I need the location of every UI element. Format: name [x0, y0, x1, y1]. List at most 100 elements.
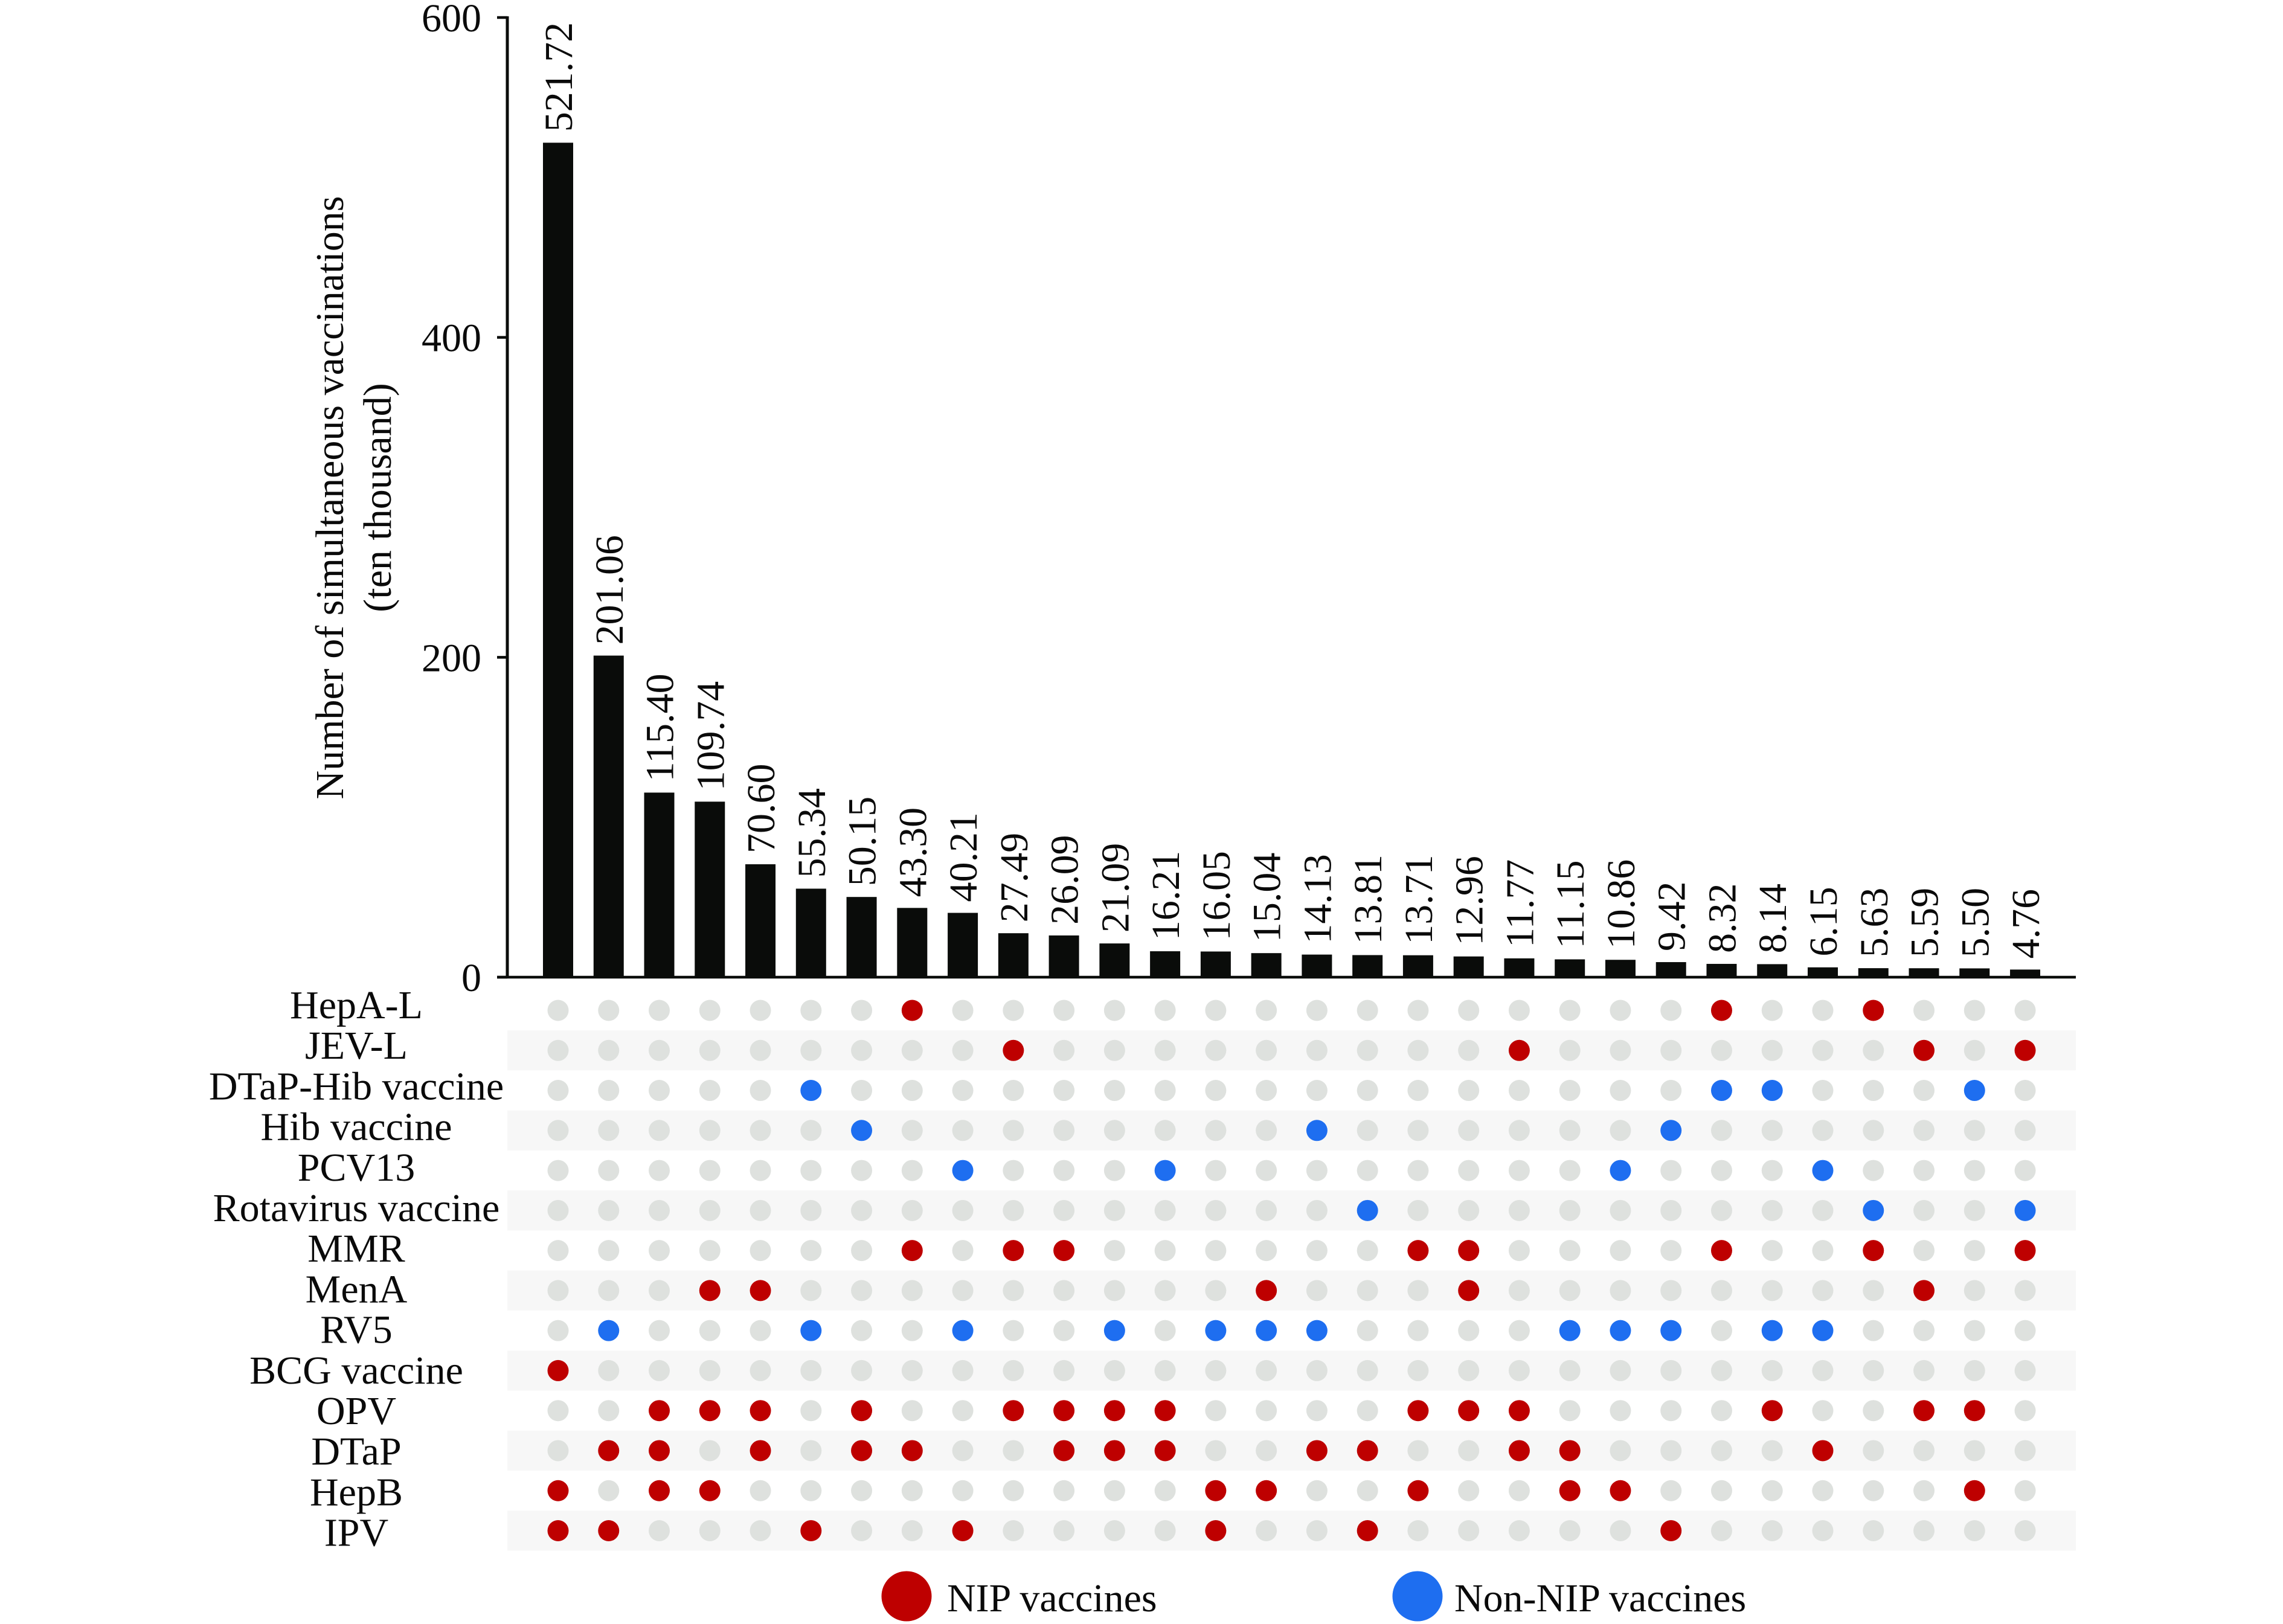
matrix-dot-empty [1458, 1320, 1480, 1341]
matrix-dot-filled [1863, 1199, 1884, 1221]
matrix-dot-filled [1205, 1520, 1227, 1542]
matrix-dot-empty [1407, 1320, 1429, 1341]
bar-value-label: 115.40 [638, 673, 682, 782]
matrix-column [1913, 1000, 1935, 1542]
matrix-column [1761, 1000, 1783, 1542]
matrix-dot-empty [1154, 1280, 1176, 1301]
matrix-dot-empty [2014, 1400, 2036, 1422]
matrix-dot-filled [1053, 1440, 1075, 1462]
intersection-bar [1200, 951, 1231, 977]
set-label: BCG vaccine [249, 1349, 463, 1393]
matrix-dot-empty [1357, 1120, 1378, 1141]
matrix-dot-empty [1205, 1400, 1227, 1422]
row-band [507, 1510, 2076, 1551]
matrix-dot-empty [598, 1039, 620, 1061]
matrix-dot-filled [1964, 1080, 1985, 1102]
y-tick-label: 200 [422, 636, 481, 680]
matrix-dot-empty [2014, 1000, 2036, 1021]
matrix-dot-empty [750, 1000, 771, 1021]
matrix-dot-empty [598, 1480, 620, 1501]
matrix-dot-empty [1508, 1160, 1530, 1181]
bar-value-label: 5.59 [1903, 888, 1947, 958]
set-label: OPV [316, 1389, 396, 1433]
matrix-dot-empty [699, 1320, 721, 1341]
bar-value-label: 5.50 [1953, 888, 1997, 958]
matrix-dot-empty [1508, 1120, 1530, 1141]
intersection-bar [1655, 962, 1686, 977]
matrix-dot-empty [1710, 1280, 1732, 1301]
matrix-dot-empty [1003, 1440, 1024, 1462]
matrix-dot-empty [1154, 1520, 1176, 1542]
matrix-dot-empty [1458, 1120, 1480, 1141]
matrix-dot-empty [1256, 1080, 1277, 1102]
matrix-dot-filled [800, 1320, 822, 1341]
matrix-dot-empty [1205, 1199, 1227, 1221]
intersection-bar [543, 143, 573, 977]
matrix-dot-empty [2014, 1080, 2036, 1102]
matrix-dot-filled [1103, 1320, 1125, 1341]
matrix-dot-empty [1053, 1160, 1075, 1181]
intersection-bar [2010, 969, 2041, 977]
matrix-dot-empty [1913, 1440, 1935, 1462]
matrix-dot-empty [1053, 1320, 1075, 1341]
y-axis-title-line-2: (ten thousand) [356, 383, 400, 612]
matrix-dot-empty [800, 1359, 822, 1381]
matrix-dot-empty [952, 1120, 974, 1141]
matrix-dot-empty [1205, 1039, 1227, 1061]
matrix-dot-empty [1154, 1199, 1176, 1221]
matrix-dot-empty [952, 1480, 974, 1501]
matrix-dot-empty [547, 1320, 569, 1341]
matrix-dot-empty [750, 1320, 771, 1341]
matrix-dot-empty [1256, 1160, 1277, 1181]
matrix-dot-empty [1053, 1080, 1075, 1102]
y-axis-title: Number of simultaneous vaccinations (ten… [308, 196, 400, 800]
matrix-dot-empty [1205, 1120, 1227, 1141]
matrix-dot-empty [1003, 1160, 1024, 1181]
bar-value-label: 9.42 [1650, 882, 1694, 952]
matrix-dot-filled [1458, 1280, 1480, 1301]
matrix-dot-filled [1610, 1160, 1631, 1181]
matrix-dot-empty [1863, 1320, 1884, 1341]
matrix-dot-empty [547, 1440, 569, 1462]
matrix-dot-empty [1407, 1520, 1429, 1542]
matrix-dot-empty [1660, 1440, 1682, 1462]
matrix-dot-filled [1559, 1320, 1581, 1341]
matrix-dot-empty [2014, 1320, 2036, 1341]
bar-value-label: 521.72 [537, 22, 581, 132]
matrix-dot-filled [1610, 1320, 1631, 1341]
matrix-dot-empty [1913, 1520, 1935, 1542]
matrix-dot-empty [1761, 1480, 1783, 1501]
matrix-dot-empty [1053, 1039, 1075, 1061]
matrix-dot-empty [1154, 1320, 1176, 1341]
matrix-dot-empty [851, 1359, 873, 1381]
matrix-dot-filled [1357, 1520, 1378, 1542]
matrix-dot-empty [1357, 1480, 1378, 1501]
matrix-dot-empty [952, 1199, 974, 1221]
matrix-dot-filled [1154, 1440, 1176, 1462]
matrix-dot-empty [547, 1039, 569, 1061]
matrix-dot-filled [649, 1400, 670, 1422]
matrix-dot-empty [699, 1120, 721, 1141]
matrix-dot-filled [1003, 1400, 1024, 1422]
intersection-bar [695, 801, 725, 977]
matrix-dot-empty [1357, 1000, 1378, 1021]
matrix-dot-empty [1660, 1400, 1682, 1422]
matrix-dot-empty [851, 1000, 873, 1021]
matrix-dot-empty [1559, 1120, 1581, 1141]
matrix-dot-empty [1863, 1280, 1884, 1301]
matrix-dot-empty [1660, 1280, 1682, 1301]
matrix-dot-filled [800, 1080, 822, 1102]
matrix-dot-empty [1357, 1160, 1378, 1181]
bar-value-label: 11.77 [1498, 859, 1542, 948]
matrix-dot-empty [1559, 1080, 1581, 1102]
matrix-dot-empty [1610, 1120, 1631, 1141]
matrix-dot-empty [1003, 1120, 1024, 1141]
matrix-dot-empty [952, 1080, 974, 1102]
matrix-dot-empty [750, 1359, 771, 1381]
matrix-dot-empty [750, 1160, 771, 1181]
matrix-dot-empty [1863, 1400, 1884, 1422]
matrix-column [699, 1000, 721, 1542]
matrix-dot-empty [1710, 1520, 1732, 1542]
matrix-dot-empty [750, 1080, 771, 1102]
intersection-bar [1048, 935, 1079, 977]
